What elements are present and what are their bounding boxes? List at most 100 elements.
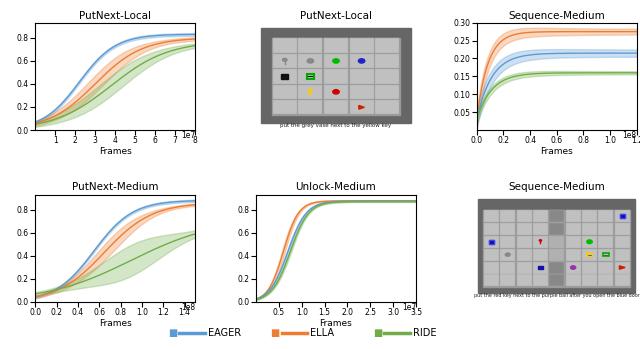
Bar bbox=[298, 38, 323, 53]
Bar bbox=[566, 274, 580, 287]
Bar bbox=[500, 248, 515, 261]
X-axis label: Frames: Frames bbox=[319, 319, 353, 327]
Bar bbox=[516, 210, 532, 222]
Bar bbox=[549, 248, 564, 261]
Bar bbox=[538, 266, 543, 269]
Bar bbox=[273, 38, 297, 53]
Bar bbox=[484, 248, 499, 261]
Bar bbox=[349, 100, 374, 114]
Bar bbox=[298, 54, 323, 68]
Bar bbox=[349, 69, 374, 83]
Bar bbox=[282, 74, 288, 79]
Circle shape bbox=[358, 59, 365, 63]
Bar bbox=[582, 274, 597, 287]
Bar bbox=[533, 274, 548, 287]
Bar bbox=[324, 38, 348, 53]
Text: 1e7: 1e7 bbox=[402, 303, 416, 312]
Bar bbox=[484, 223, 499, 235]
Text: 1e7: 1e7 bbox=[181, 131, 195, 140]
Bar bbox=[375, 54, 399, 68]
Bar bbox=[533, 223, 548, 235]
Text: ■: ■ bbox=[168, 328, 177, 338]
Bar bbox=[516, 248, 532, 261]
Polygon shape bbox=[359, 105, 364, 109]
Bar bbox=[614, 261, 630, 274]
Bar bbox=[614, 223, 630, 235]
Bar bbox=[273, 100, 297, 114]
Bar bbox=[500, 274, 515, 287]
Bar bbox=[620, 214, 625, 218]
Bar bbox=[533, 248, 548, 261]
Bar bbox=[484, 261, 499, 274]
Bar bbox=[614, 236, 630, 248]
Bar bbox=[566, 223, 580, 235]
Bar bbox=[582, 210, 597, 222]
Bar bbox=[273, 54, 297, 68]
Bar bbox=[598, 274, 613, 287]
Circle shape bbox=[540, 240, 541, 241]
Bar bbox=[349, 54, 374, 68]
Bar bbox=[533, 236, 548, 248]
Bar bbox=[598, 223, 613, 235]
Bar bbox=[603, 253, 609, 257]
Bar bbox=[324, 85, 348, 99]
Bar bbox=[549, 261, 564, 274]
Bar bbox=[582, 248, 597, 261]
X-axis label: Frames: Frames bbox=[540, 147, 573, 156]
Bar bbox=[598, 236, 613, 248]
Bar bbox=[620, 214, 625, 218]
Text: put the red key next to the purple ball after you open the blue door: put the red key next to the purple ball … bbox=[474, 294, 640, 298]
Bar bbox=[489, 240, 494, 244]
Bar bbox=[375, 69, 399, 83]
Title: Unlock-Medium: Unlock-Medium bbox=[296, 182, 376, 192]
Bar bbox=[587, 253, 592, 257]
Bar bbox=[566, 248, 580, 261]
Bar bbox=[272, 38, 400, 115]
Bar bbox=[273, 85, 297, 99]
Bar bbox=[500, 261, 515, 274]
Bar bbox=[298, 100, 323, 114]
Bar bbox=[533, 210, 548, 222]
Bar bbox=[614, 248, 630, 261]
Bar bbox=[582, 223, 597, 235]
Title: PutNext-Local: PutNext-Local bbox=[79, 10, 151, 21]
Bar bbox=[489, 240, 494, 244]
Circle shape bbox=[308, 90, 312, 92]
Bar bbox=[582, 261, 597, 274]
Bar bbox=[483, 209, 630, 287]
Bar bbox=[349, 38, 374, 53]
X-axis label: Frames: Frames bbox=[99, 319, 132, 327]
Bar bbox=[516, 274, 532, 287]
Bar bbox=[484, 236, 499, 248]
Bar bbox=[324, 100, 348, 114]
Bar bbox=[549, 223, 564, 235]
Bar bbox=[582, 236, 597, 248]
Bar bbox=[375, 100, 399, 114]
Title: Sequence-Medium: Sequence-Medium bbox=[508, 182, 605, 192]
Bar bbox=[549, 236, 564, 248]
Bar bbox=[516, 236, 532, 248]
Bar bbox=[516, 261, 532, 274]
Bar bbox=[500, 223, 515, 235]
Bar bbox=[516, 223, 532, 235]
Text: put the grey vase next to the yellow key: put the grey vase next to the yellow key bbox=[280, 123, 392, 128]
Bar bbox=[549, 274, 564, 287]
Bar bbox=[566, 261, 580, 274]
Bar bbox=[375, 38, 399, 53]
Bar bbox=[307, 74, 314, 79]
Bar bbox=[324, 69, 348, 83]
Bar bbox=[598, 210, 613, 222]
Bar bbox=[375, 85, 399, 99]
Bar bbox=[500, 210, 515, 222]
Text: ELLA: ELLA bbox=[310, 328, 334, 338]
Text: ■: ■ bbox=[373, 328, 382, 338]
Bar bbox=[349, 85, 374, 99]
Bar bbox=[298, 69, 323, 83]
Bar bbox=[549, 210, 564, 222]
Circle shape bbox=[333, 90, 339, 94]
Polygon shape bbox=[620, 266, 625, 269]
Title: PutNext-Medium: PutNext-Medium bbox=[72, 182, 159, 192]
Text: 1e8: 1e8 bbox=[181, 303, 195, 312]
Bar bbox=[500, 236, 515, 248]
Text: ■: ■ bbox=[271, 328, 280, 338]
